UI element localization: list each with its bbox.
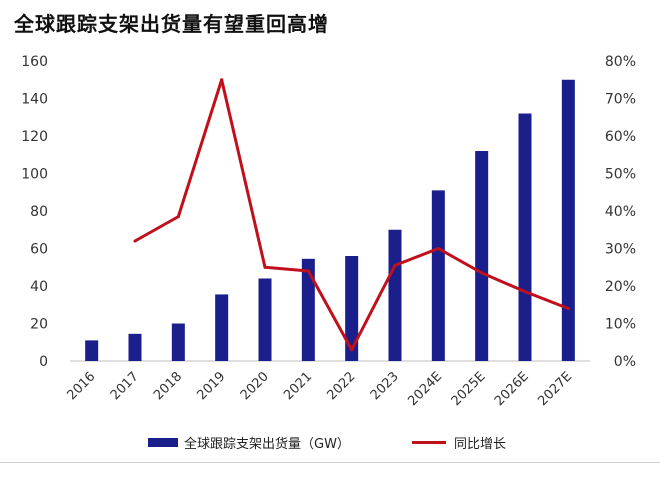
y-right-tick-label: 20% (605, 279, 636, 295)
growth-rate-point (133, 239, 137, 243)
x-tick-label: 2026E (492, 369, 532, 409)
bar-2019 (215, 294, 229, 361)
x-tick-label: 2022 (324, 369, 358, 403)
x-tick-label: 2019 (194, 369, 228, 403)
bar-2020 (258, 278, 272, 361)
x-tick-label: 2020 (238, 369, 272, 403)
growth-rate-point (523, 290, 527, 294)
y-right-tick-label: 50% (605, 167, 636, 183)
y-right-tick-label: 10% (605, 317, 636, 333)
bar-2016 (85, 340, 99, 361)
growth-rate-point (306, 269, 310, 273)
x-tick-label: 2021 (281, 369, 315, 403)
y-axis-right: 0% 10% 20% 30% 40% 50% 60% 70% 80% (605, 54, 636, 370)
growth-rate-point (393, 263, 397, 267)
line-series (133, 78, 570, 352)
x-tick-label: 2027E (535, 369, 575, 409)
y-left-tick-label: 120 (21, 129, 48, 145)
bar-2022 (345, 256, 359, 361)
growth-rate-point (263, 265, 267, 269)
y-right-tick-label: 30% (605, 242, 636, 258)
growth-rate-point (350, 348, 354, 352)
y-right-tick-label: 80% (605, 54, 636, 70)
y-right-tick-label: 0% (614, 354, 636, 370)
bar-2023 (388, 229, 402, 361)
y-left-tick-label: 80 (30, 204, 48, 220)
bar-2017 (128, 333, 142, 361)
bar-2024E (431, 190, 445, 361)
growth-rate-point (436, 247, 440, 250)
y-left-tick-label: 160 (21, 54, 48, 70)
x-axis-labels: 2016 2017 2018 2019 2020 2021 2022 2023 2024E 202… (64, 369, 575, 409)
legend-bar-label: 全球跟踪支架出货量（GW） (184, 436, 350, 452)
legend: 全球跟踪支架出货量（GW） 同比增长 (148, 432, 506, 452)
y-left-tick-label: 140 (21, 92, 48, 108)
bar-2025E (475, 151, 489, 361)
x-tick-label: 2016 (64, 369, 98, 403)
legend-line-swatch (411, 440, 446, 444)
y-left-tick-label: 0 (39, 354, 48, 370)
growth-rate-point (176, 215, 180, 219)
legend-line-label: 同比增长 (453, 436, 506, 452)
bar-2026E (518, 113, 532, 361)
y-left-tick-label: 100 (21, 167, 48, 183)
bottom-divider (0, 462, 660, 463)
legend-bar-swatch (148, 437, 178, 447)
x-tick-label: 2024E (405, 369, 445, 409)
growth-rate-point (480, 271, 484, 275)
y-right-tick-label: 40% (605, 204, 636, 220)
y-left-tick-label: 60 (30, 242, 48, 258)
bar-2021 (301, 258, 315, 361)
x-tick-label: 2023 (368, 369, 402, 403)
growth-rate-point (566, 307, 570, 310)
chart-title: 全球跟踪支架出货量有望重回高增 (14, 12, 329, 36)
y-left-tick-label: 20 (30, 317, 48, 333)
growth-rate-point (220, 78, 224, 82)
y-right-tick-label: 60% (605, 129, 636, 145)
x-tick-label: 2018 (151, 369, 185, 403)
bar-2027E (561, 79, 575, 361)
y-left-tick-label: 40 (30, 279, 48, 295)
x-tick-label: 2025E (449, 369, 489, 409)
y-right-tick-label: 70% (605, 92, 636, 108)
x-tick-label: 2017 (108, 369, 142, 403)
y-axis-left: 0 20 40 60 80 100 120 140 160 (21, 54, 48, 370)
bar-2018 (171, 323, 185, 361)
bar-series (85, 79, 575, 361)
